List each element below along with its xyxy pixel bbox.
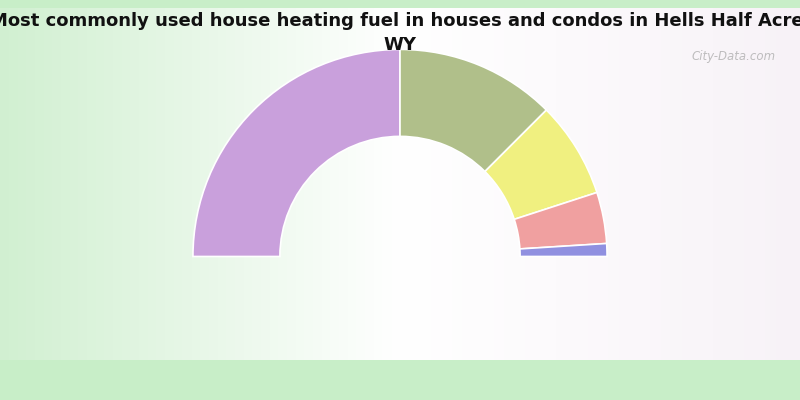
Wedge shape	[520, 244, 607, 256]
Wedge shape	[485, 110, 597, 219]
Text: City-Data.com: City-Data.com	[692, 50, 776, 63]
Text: Most commonly used house heating fuel in houses and condos in Hells Half Acre,
W: Most commonly used house heating fuel in…	[0, 12, 800, 54]
Wedge shape	[400, 50, 546, 172]
Wedge shape	[193, 50, 400, 256]
Wedge shape	[514, 192, 606, 249]
